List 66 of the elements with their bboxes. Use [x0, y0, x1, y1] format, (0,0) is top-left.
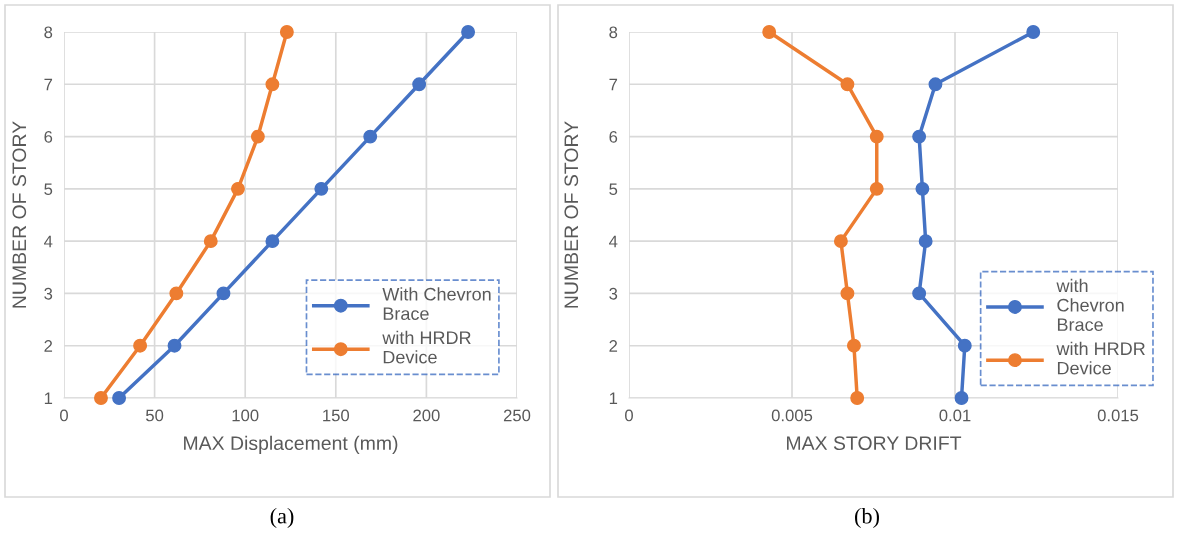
x-tick-label: 0.015	[1097, 409, 1139, 422]
y-tick-label: 4	[44, 235, 53, 248]
point	[918, 234, 933, 249]
point	[265, 234, 280, 249]
text: (a)	[270, 507, 294, 529]
y-axis-title: NUMBER OF STORY	[12, 121, 27, 308]
y-tick-label: 2	[609, 340, 618, 352]
y-tick-label: 3	[609, 287, 618, 300]
point	[869, 181, 884, 196]
y-tick-label: 5	[609, 183, 618, 196]
point	[363, 129, 378, 144]
legend-label: with HRDR Device	[1056, 341, 1145, 375]
y-tick-label: 8	[609, 26, 618, 39]
point	[167, 338, 182, 353]
point	[133, 338, 148, 353]
point	[94, 391, 108, 405]
x-axis-title: MAX Displacement (mm)	[184, 435, 398, 454]
point	[461, 25, 476, 39]
point	[869, 129, 884, 144]
point	[216, 286, 231, 301]
point	[833, 234, 848, 249]
x-tick-label: 0	[60, 409, 68, 422]
x-tick-label: 250	[503, 409, 531, 422]
y-axis-title: NUMBER OF STORY	[564, 121, 579, 308]
y-tick-label: 1	[609, 392, 618, 405]
legend-label: with HRDR Device	[382, 330, 471, 364]
x-tick-label: 150	[323, 409, 350, 422]
x-tick-label: 0.01	[939, 409, 971, 422]
point	[314, 181, 329, 196]
y-tick-label: 5	[44, 183, 53, 196]
point	[250, 129, 265, 144]
x-tick-label: 0.005	[771, 409, 813, 422]
point	[954, 391, 969, 405]
point	[203, 234, 218, 249]
point	[112, 391, 127, 405]
point	[762, 25, 777, 39]
y-tick-label: 6	[44, 130, 53, 143]
point	[850, 391, 865, 405]
point	[840, 286, 855, 301]
point	[912, 286, 927, 301]
point	[279, 25, 294, 39]
point	[957, 338, 972, 353]
point	[912, 129, 927, 144]
y-tick-label: 3	[44, 287, 53, 300]
point	[915, 181, 930, 196]
x-tick-label: 0	[625, 409, 633, 422]
point	[928, 77, 943, 92]
x-axis-title: MAX STORY DRIFT	[787, 436, 962, 451]
x-tick-label: 50	[146, 409, 164, 422]
text: (b)	[855, 507, 879, 529]
point	[840, 77, 855, 92]
point	[412, 77, 427, 92]
point	[265, 77, 280, 92]
point	[231, 181, 245, 196]
point	[846, 338, 861, 353]
x-tick-label: 100	[232, 409, 259, 422]
point	[169, 286, 184, 301]
y-tick-label: 6	[609, 130, 618, 143]
y-tick-label: 4	[609, 235, 618, 248]
y-tick-label: 7	[609, 78, 618, 91]
y-tick-label: 1	[44, 392, 53, 405]
point	[1026, 25, 1041, 39]
y-tick-label: 7	[44, 78, 53, 91]
y-tick-label: 2	[44, 340, 53, 352]
y-tick-label: 8	[44, 26, 53, 39]
x-tick-label: 200	[413, 409, 440, 422]
